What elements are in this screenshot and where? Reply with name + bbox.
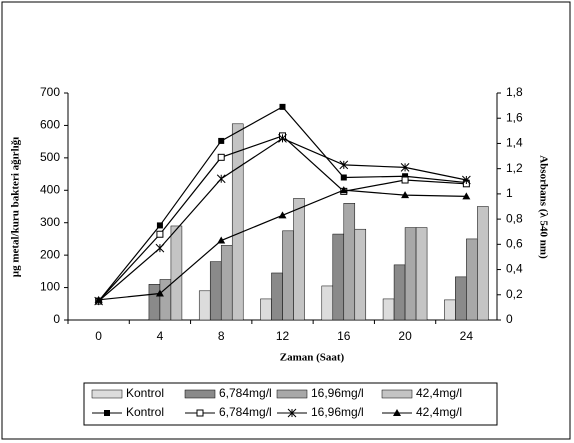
marker <box>462 192 471 200</box>
bar <box>354 228 367 321</box>
bar <box>321 285 334 321</box>
y-tick-label: 700 <box>40 85 60 99</box>
legend-label: 42,4mg/l <box>416 386 462 400</box>
marker <box>218 137 225 144</box>
legend-swatch <box>91 389 123 399</box>
y2-tick-label: 1,4 <box>506 136 523 150</box>
marker <box>402 173 409 180</box>
bar <box>198 290 211 321</box>
y2-tick-label: 1,8 <box>506 85 523 99</box>
legend-label: 6,784mg/l <box>219 405 272 419</box>
x-tick-label: 4 <box>157 329 164 343</box>
marker <box>401 176 409 184</box>
x-tick-label: 12 <box>276 329 290 343</box>
bar <box>220 245 233 321</box>
legend-marker <box>196 409 204 417</box>
marker <box>155 243 165 253</box>
y2-tick-label: 1,6 <box>506 110 523 124</box>
bar <box>170 225 183 321</box>
y-tick-label: 300 <box>40 215 60 229</box>
y-axis-title: µg metal/kuru bakteri ağırlığı <box>10 137 22 277</box>
bar <box>415 227 428 321</box>
y-tick-label: 0 <box>53 312 60 326</box>
x-tick-label: 24 <box>460 329 474 343</box>
bar <box>382 298 395 321</box>
y2-tick-label: 0,6 <box>506 237 523 251</box>
marker <box>400 163 410 172</box>
legend-marker <box>287 408 297 418</box>
x-tick-label: 16 <box>337 329 351 343</box>
marker <box>278 211 287 219</box>
y2-tick-label: 1,2 <box>506 161 523 175</box>
marker <box>217 236 226 244</box>
legend-marker <box>393 409 401 416</box>
marker <box>340 174 347 181</box>
y-tick-label: 200 <box>40 247 60 261</box>
bar <box>343 203 356 321</box>
legend-swatch <box>184 389 216 399</box>
marker <box>155 289 164 297</box>
y2-tick-label: 0,4 <box>506 262 523 276</box>
marker <box>278 134 287 143</box>
bar <box>271 272 283 321</box>
bar <box>332 233 345 321</box>
legend-label: 16,96mg/l <box>311 386 364 400</box>
y-tick-label: 400 <box>40 182 60 196</box>
y2-tick-label: 1 <box>506 186 513 200</box>
legend-label: Kontrol <box>126 386 164 400</box>
marker <box>462 175 471 185</box>
bar <box>209 261 222 321</box>
marker <box>279 103 286 110</box>
legend-swatch <box>276 389 308 399</box>
marker <box>217 153 225 161</box>
bar <box>148 284 161 321</box>
marker <box>156 222 163 229</box>
legend-label: 16,96mg/l <box>311 405 364 419</box>
marker <box>401 191 410 199</box>
bar <box>393 264 406 321</box>
marker <box>94 295 103 303</box>
marker <box>216 174 226 184</box>
legend-label: 42,4mg/l <box>416 405 462 419</box>
legend-label: Kontrol <box>126 405 164 419</box>
bar <box>444 299 456 321</box>
x-tick-label: 20 <box>398 329 412 343</box>
bar <box>466 238 478 321</box>
y-tick-label: 500 <box>40 150 60 164</box>
bar <box>455 276 467 321</box>
bar <box>231 123 244 321</box>
x-tick-label: 8 <box>218 329 225 343</box>
bar <box>282 230 294 321</box>
y-tick-label: 600 <box>40 118 60 132</box>
legend-swatch <box>381 389 413 399</box>
marker <box>339 186 348 194</box>
bar <box>404 227 417 321</box>
y-tick-label: 100 <box>40 280 60 294</box>
y2-tick-label: 0,8 <box>506 211 523 225</box>
legend-marker <box>104 410 110 416</box>
marker <box>339 160 349 170</box>
bar <box>260 298 272 321</box>
y2-tick-label: 0 <box>506 312 513 326</box>
legend-label: 6,784mg/l <box>219 386 272 400</box>
bar <box>293 198 305 321</box>
y2-tick-label: 0,2 <box>506 287 523 301</box>
bar <box>477 206 489 321</box>
x-tick-label: 0 <box>95 329 102 343</box>
y2-axis-title: Absorbans (λ 540 nm) <box>537 155 549 259</box>
marker <box>156 230 164 238</box>
x-axis-title: Zaman (Saat) <box>280 352 345 364</box>
